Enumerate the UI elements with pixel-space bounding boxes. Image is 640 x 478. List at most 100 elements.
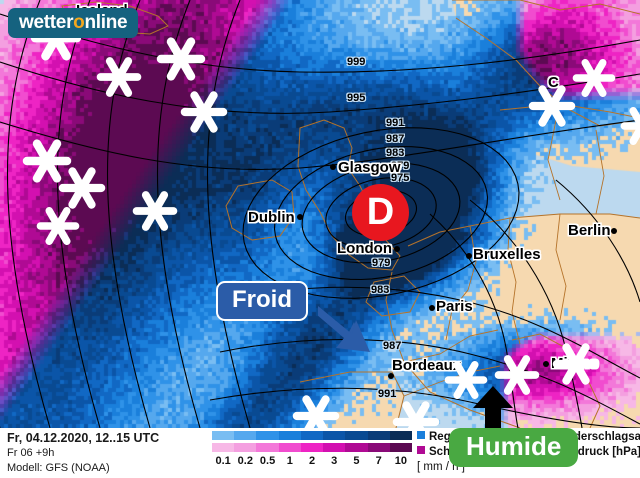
valid-time-text: Fr, 04.12.2020, 12..15 UTC bbox=[7, 431, 160, 445]
legend-tick: 10 bbox=[394, 455, 407, 467]
isobar-line bbox=[301, 162, 461, 264]
isobar-line bbox=[209, 387, 640, 428]
isobar-line bbox=[0, 13, 640, 73]
rain-bar-segment bbox=[234, 431, 257, 440]
isobar-line bbox=[429, 213, 519, 428]
coastline-path bbox=[452, 0, 640, 15]
rain-bar-segment bbox=[278, 431, 301, 440]
city-dot-icon bbox=[388, 373, 394, 379]
legend-color-bars: 0.1 0.2 0.5 1 2 3 5 7 10 bbox=[212, 431, 420, 469]
legend-tick: 3 bbox=[331, 455, 338, 467]
isobar-label: 987 bbox=[386, 133, 405, 145]
city-label: London bbox=[337, 240, 392, 257]
isobar-label: 979 bbox=[372, 257, 391, 269]
coastline-path bbox=[445, 225, 477, 341]
isobar-line bbox=[156, 0, 201, 428]
coastline-path bbox=[365, 275, 421, 317]
isobar-label: 991 bbox=[378, 388, 397, 400]
rain-bar-segment bbox=[323, 431, 346, 440]
city-label: Bordeaux bbox=[392, 357, 462, 374]
wetteronline-logo[interactable]: wetteronline bbox=[8, 8, 139, 38]
froid-badge[interactable]: Froid bbox=[216, 281, 308, 321]
low-pressure-label: D bbox=[366, 190, 395, 233]
isobar-line bbox=[0, 119, 640, 171]
city-label: Dublin bbox=[248, 209, 295, 226]
coastline-path bbox=[225, 179, 295, 241]
rain-bar-segment bbox=[367, 431, 390, 440]
logo-text-accent: o bbox=[73, 12, 85, 33]
isobar-label: 991 bbox=[386, 117, 405, 129]
isobar-line bbox=[219, 338, 640, 425]
rain-bar-segment bbox=[212, 431, 235, 440]
rain-bar-segment bbox=[389, 431, 412, 440]
low-pressure-marker[interactable]: D bbox=[352, 184, 409, 241]
city-label: Paris bbox=[436, 298, 473, 315]
snow-bar-segment bbox=[367, 443, 390, 452]
model-run-text: Fr 06 +9h bbox=[7, 447, 55, 459]
isobar-label: 983 bbox=[371, 284, 390, 296]
snow-color-bar bbox=[212, 443, 412, 452]
snow-swatch-icon bbox=[417, 446, 425, 454]
froid-label: Froid bbox=[232, 286, 292, 313]
isobar-line bbox=[56, 0, 101, 428]
isobar-line bbox=[273, 145, 489, 281]
humide-badge[interactable]: Humide bbox=[449, 428, 579, 467]
city-dot-icon bbox=[330, 164, 336, 170]
legend-tick: 1 bbox=[286, 455, 293, 467]
coastline-path bbox=[455, 17, 640, 127]
snow-bar-segment bbox=[300, 443, 324, 452]
isobar-line bbox=[555, 179, 640, 303]
coastline-path bbox=[595, 129, 605, 215]
legend-tick: 5 bbox=[353, 455, 360, 467]
legend-tick: 7 bbox=[375, 455, 382, 467]
rain-bar-segment bbox=[345, 431, 368, 440]
humide-arrow-icon bbox=[473, 386, 513, 428]
rain-bar-segment bbox=[300, 431, 324, 440]
coastline-path bbox=[403, 329, 499, 363]
rain-swatch-icon bbox=[417, 431, 425, 439]
coastline-path bbox=[299, 371, 405, 428]
snow-bar-segment bbox=[345, 443, 368, 452]
city-label: Glasgow bbox=[338, 159, 401, 176]
isobar-label: 995 bbox=[347, 92, 366, 104]
logo-text-part1: wetter bbox=[19, 12, 74, 33]
isobar-label: 979 bbox=[391, 160, 410, 172]
weather-map[interactable]: IcelandCGlasgowDublinLondonBruxellesPari… bbox=[0, 0, 640, 428]
isobar-label: 975 bbox=[391, 172, 410, 184]
isobar-line bbox=[469, 199, 583, 428]
legend-tick: 0.1 bbox=[215, 455, 231, 467]
isobar-label: 987 bbox=[383, 340, 402, 352]
isobar-line bbox=[325, 177, 437, 249]
snow-bar-segment bbox=[323, 443, 346, 452]
city-dot-icon bbox=[543, 361, 549, 367]
city-label: Milano bbox=[551, 355, 599, 372]
legend-tick: 0.5 bbox=[259, 455, 276, 467]
legend-tick: 2 bbox=[308, 455, 316, 467]
country-label: C bbox=[548, 74, 559, 91]
coastline-path bbox=[555, 213, 567, 321]
snow-bar-segment bbox=[389, 443, 412, 452]
city-dot-icon bbox=[394, 246, 400, 252]
city-dot-icon bbox=[466, 253, 472, 259]
coastline-path bbox=[297, 119, 401, 271]
coastline-path bbox=[539, 85, 561, 201]
rain-bar-segment bbox=[256, 431, 279, 440]
city-dot-icon bbox=[297, 214, 303, 220]
isobar-line bbox=[106, 0, 151, 428]
froid-arrow-icon bbox=[318, 306, 370, 352]
city-label: Bruxelles bbox=[473, 246, 541, 263]
logo-text-part2: nline bbox=[84, 12, 128, 33]
model-name-text: Modell: GFS (NOAA) bbox=[7, 462, 110, 474]
isobar-line bbox=[242, 127, 520, 299]
isobar-line bbox=[6, 0, 51, 428]
rain-color-bar bbox=[212, 431, 412, 440]
legend-tick-labels: 0.1 0.2 0.5 1 2 3 5 7 10 bbox=[212, 455, 420, 469]
snow-bar-segment bbox=[256, 443, 279, 452]
humide-label: Humide bbox=[466, 431, 562, 461]
map-vector-overlay bbox=[0, 0, 640, 428]
legend-tick: 0.2 bbox=[237, 455, 253, 467]
coastline-path bbox=[499, 103, 640, 119]
isobar-label: 983 bbox=[386, 147, 405, 159]
isobar-line bbox=[206, 0, 251, 428]
